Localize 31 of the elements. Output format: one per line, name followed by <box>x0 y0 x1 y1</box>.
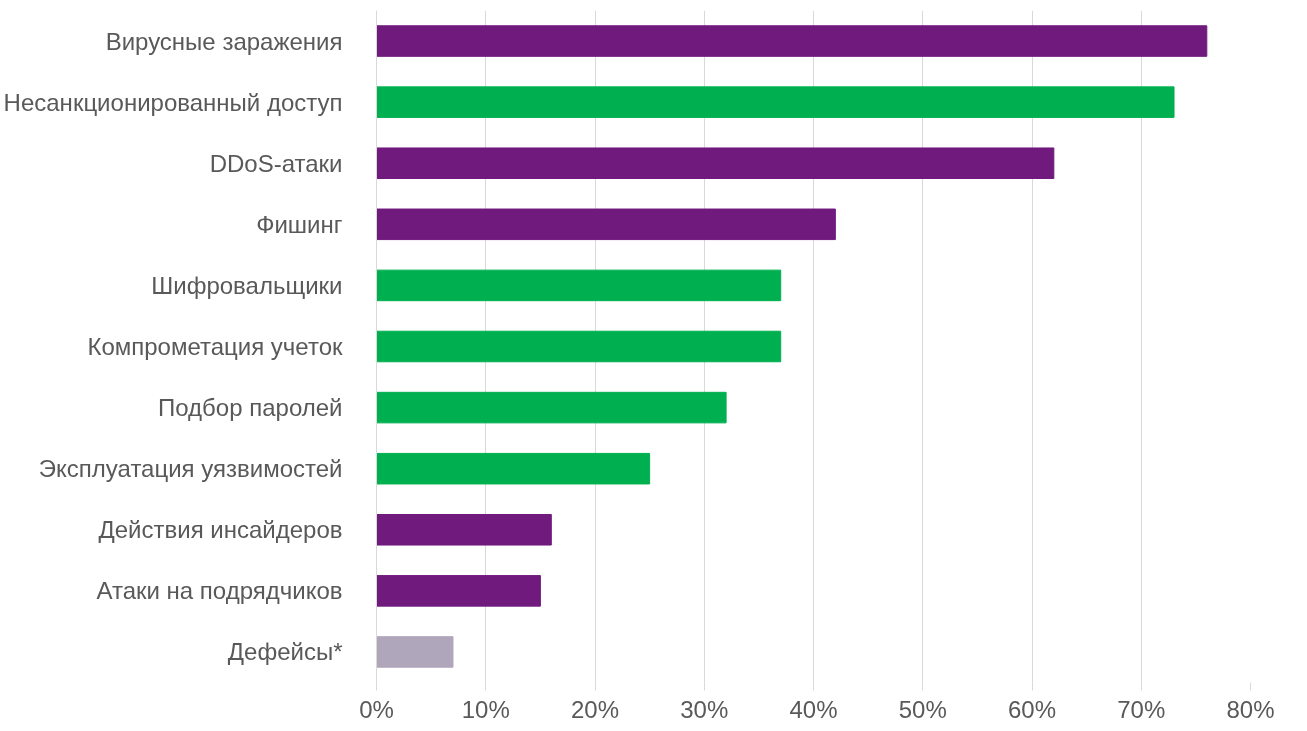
bar <box>376 25 1208 57</box>
y-tick-label: Фишинг <box>256 210 343 238</box>
bar <box>376 514 552 546</box>
x-tick-label: 0% <box>359 695 394 723</box>
y-tick-label: Эксплуатация уязвимостей <box>38 455 343 483</box>
bar <box>376 269 782 302</box>
y-tick-label: Шифровальщики <box>151 271 343 299</box>
y-tick-label: DDoS-атаки <box>209 149 343 177</box>
y-tick-label: Компрометация учеток <box>87 333 343 360</box>
y-tick-label: Вирусные заражения <box>105 27 343 55</box>
y-tick-label: Действия инсайдеров <box>98 516 343 544</box>
bar <box>376 330 782 363</box>
bar <box>376 208 836 241</box>
y-tick-label: Несанкционированный доступ <box>3 88 343 116</box>
y-tick-label: Дефейсы* <box>227 638 343 666</box>
bar <box>376 452 651 485</box>
x-tick-label: 20% <box>570 695 620 723</box>
x-tick-label: 40% <box>789 695 838 723</box>
bar <box>376 147 1055 179</box>
x-tick-label: 80% <box>1226 695 1275 723</box>
bar <box>376 636 454 668</box>
x-tick-label: 50% <box>898 695 947 723</box>
bar <box>376 86 1175 118</box>
x-tick-label: 30% <box>680 695 729 723</box>
bar <box>376 391 727 424</box>
x-tick-label: 70% <box>1117 695 1166 723</box>
y-tick-label: Атаки на подрядчиков <box>96 577 343 605</box>
y-tick-label: Подбор паролей <box>158 394 343 422</box>
x-tick-label: 60% <box>1007 695 1057 723</box>
bar <box>376 575 541 607</box>
x-tick-label: 10% <box>461 695 510 723</box>
